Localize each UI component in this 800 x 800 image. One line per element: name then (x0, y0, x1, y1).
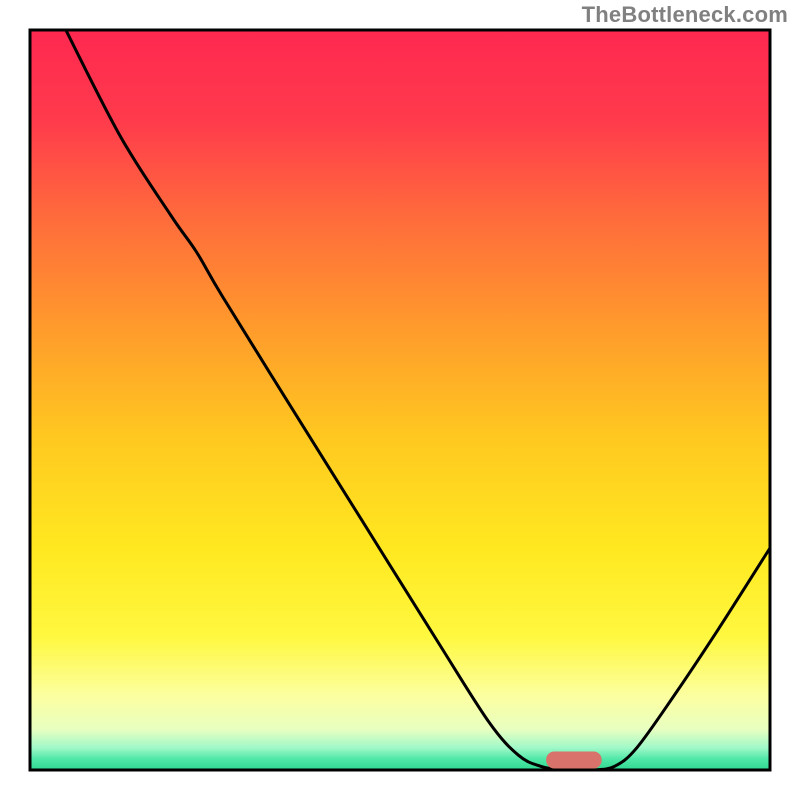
chart-svg (0, 0, 800, 800)
optimal-marker (546, 752, 602, 769)
bottleneck-chart: TheBottleneck.com (0, 0, 800, 800)
plot-area (30, 10, 770, 770)
gradient-background (30, 30, 770, 770)
